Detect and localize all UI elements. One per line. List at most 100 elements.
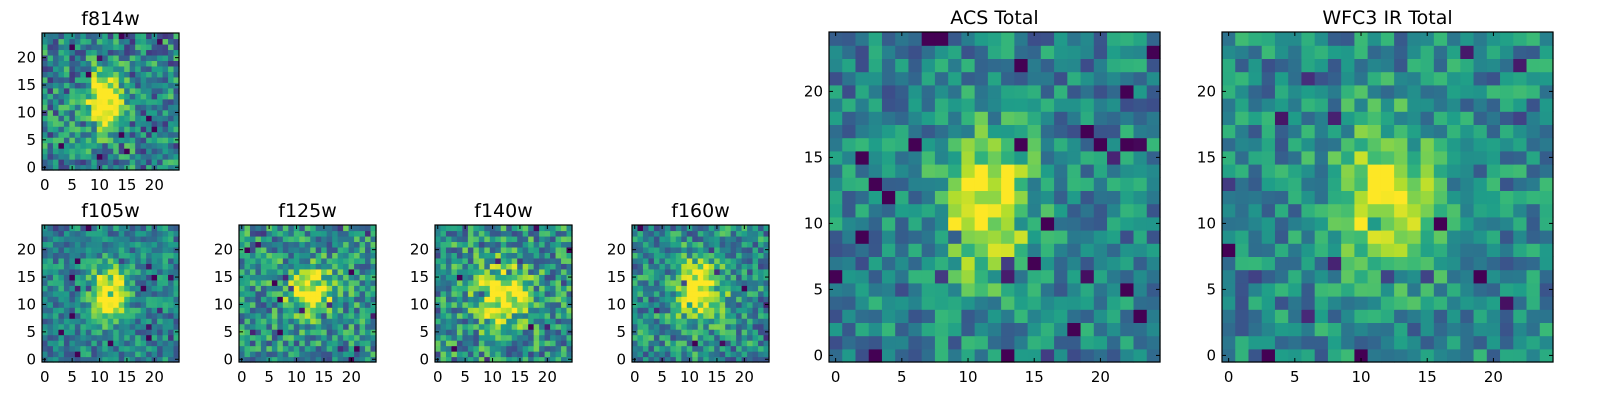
- heatmap-cell: [135, 285, 142, 292]
- heatmap-cell: [1500, 190, 1514, 205]
- heatmap-cell: [365, 307, 372, 314]
- heatmap-cell: [129, 82, 136, 89]
- heatmap-cell: [47, 246, 54, 253]
- heatmap-cell: [921, 150, 936, 165]
- heatmap-cell: [1222, 58, 1236, 73]
- heatmap-cell: [1067, 32, 1082, 46]
- heatmap-cell: [653, 323, 660, 330]
- heatmap-cell: [987, 203, 1002, 218]
- heatmap-cell: [708, 274, 715, 281]
- heatmap-cell: [151, 274, 158, 281]
- heatmap-cell: [725, 312, 732, 319]
- heatmap-cell: [124, 334, 131, 341]
- heatmap-cell: [47, 71, 54, 78]
- heatmap-cell: [1539, 137, 1554, 152]
- heatmap-cell: [881, 58, 896, 73]
- heatmap-cell: [249, 241, 257, 248]
- heatmap-cell: [348, 252, 355, 259]
- heatmap-cell: [664, 257, 671, 264]
- heatmap-cell: [489, 296, 496, 303]
- heatmap-cell: [288, 307, 295, 314]
- heatmap-cell: [315, 334, 322, 341]
- heatmap-cell: [517, 351, 524, 358]
- heatmap-cell: [113, 142, 120, 149]
- heatmap-cell: [42, 126, 49, 133]
- heatmap-cell: [1473, 71, 1488, 86]
- heatmap-cell: [478, 340, 485, 347]
- heatmap-cell: [162, 225, 169, 232]
- heatmap-cell: [151, 131, 158, 138]
- heatmap-cell: [96, 263, 103, 270]
- heatmap-cell: [544, 323, 551, 330]
- heatmap-cell: [881, 32, 896, 46]
- heatmap-cell: [102, 93, 109, 100]
- heatmap-cell: [146, 164, 153, 171]
- heatmap-cell: [299, 268, 306, 275]
- heatmap-cell: [129, 285, 136, 292]
- heatmap-cell: [462, 252, 469, 259]
- heatmap-cell: [1027, 71, 1042, 86]
- heatmap-cell: [157, 307, 164, 314]
- heatmap-cell: [162, 87, 169, 94]
- heatmap-cell: [1146, 150, 1161, 165]
- heatmap-cell: [561, 345, 568, 352]
- heatmap-cell: [500, 230, 507, 237]
- heatmap-cell: [140, 137, 147, 144]
- heatmap-cell: [478, 268, 485, 275]
- heatmap-cell: [102, 65, 109, 72]
- heatmap-cell: [555, 290, 562, 297]
- heatmap-cell: [124, 148, 131, 155]
- heatmap-cell: [52, 279, 60, 286]
- heatmap-cell: [741, 296, 748, 303]
- heatmap-cell: [478, 285, 485, 292]
- heatmap-cell: [135, 98, 142, 105]
- heatmap-cell: [484, 329, 491, 336]
- heatmap-cell: [1040, 32, 1055, 46]
- heatmap-cell: [1107, 190, 1121, 205]
- heatmap-cell: [1433, 98, 1448, 112]
- heatmap-cell: [80, 120, 87, 127]
- heatmap-cell: [63, 131, 70, 138]
- heatmap-cell: [445, 296, 453, 303]
- heatmap-cell: [1500, 137, 1514, 152]
- heatmap-cell: [47, 82, 54, 89]
- heatmap-cell: [299, 334, 306, 341]
- heatmap-cell: [752, 296, 759, 303]
- heatmap-cell: [1513, 203, 1528, 218]
- heatmap-cell: [697, 235, 704, 243]
- heatmap-cell: [1526, 230, 1541, 244]
- heatmap-cell: [522, 274, 529, 281]
- heatmap-cell: [124, 257, 131, 264]
- heatmap-cell: [1146, 230, 1161, 244]
- heatmap-cell: [42, 296, 49, 303]
- heatmap-cell: [102, 263, 109, 270]
- heatmap-cell: [1235, 269, 1250, 284]
- heatmap-cell: [842, 335, 857, 350]
- heatmap-cell: [1001, 137, 1015, 152]
- heatmap-cell: [522, 296, 529, 303]
- heatmap-cell: [107, 230, 114, 237]
- heatmap-cell: [533, 279, 540, 286]
- heatmap-cell: [921, 203, 936, 218]
- heatmap-cell: [730, 263, 737, 270]
- heatmap-cell: [1420, 348, 1435, 363]
- heatmap-cell: [1001, 177, 1015, 191]
- heatmap-cell: [948, 111, 962, 125]
- heatmap-cell: [96, 137, 103, 144]
- heatmap-cell: [42, 230, 49, 237]
- heatmap-cell: [708, 241, 715, 248]
- heatmap-cell: [961, 45, 976, 59]
- heatmap-cell: [961, 322, 976, 337]
- heatmap-cell: [440, 263, 447, 270]
- x-tick-label: 5: [657, 368, 667, 386]
- heatmap-cell: [1473, 32, 1488, 46]
- heatmap-cell: [522, 263, 529, 270]
- heatmap-cell: [326, 274, 333, 281]
- heatmap-cell: [354, 279, 361, 286]
- heatmap-cell: [47, 329, 54, 336]
- heatmap-cell: [107, 65, 114, 72]
- heatmap-cell: [555, 356, 562, 363]
- heatmap-cell: [365, 356, 372, 363]
- heatmap-cell: [365, 318, 372, 325]
- heatmap-cell: [168, 137, 175, 144]
